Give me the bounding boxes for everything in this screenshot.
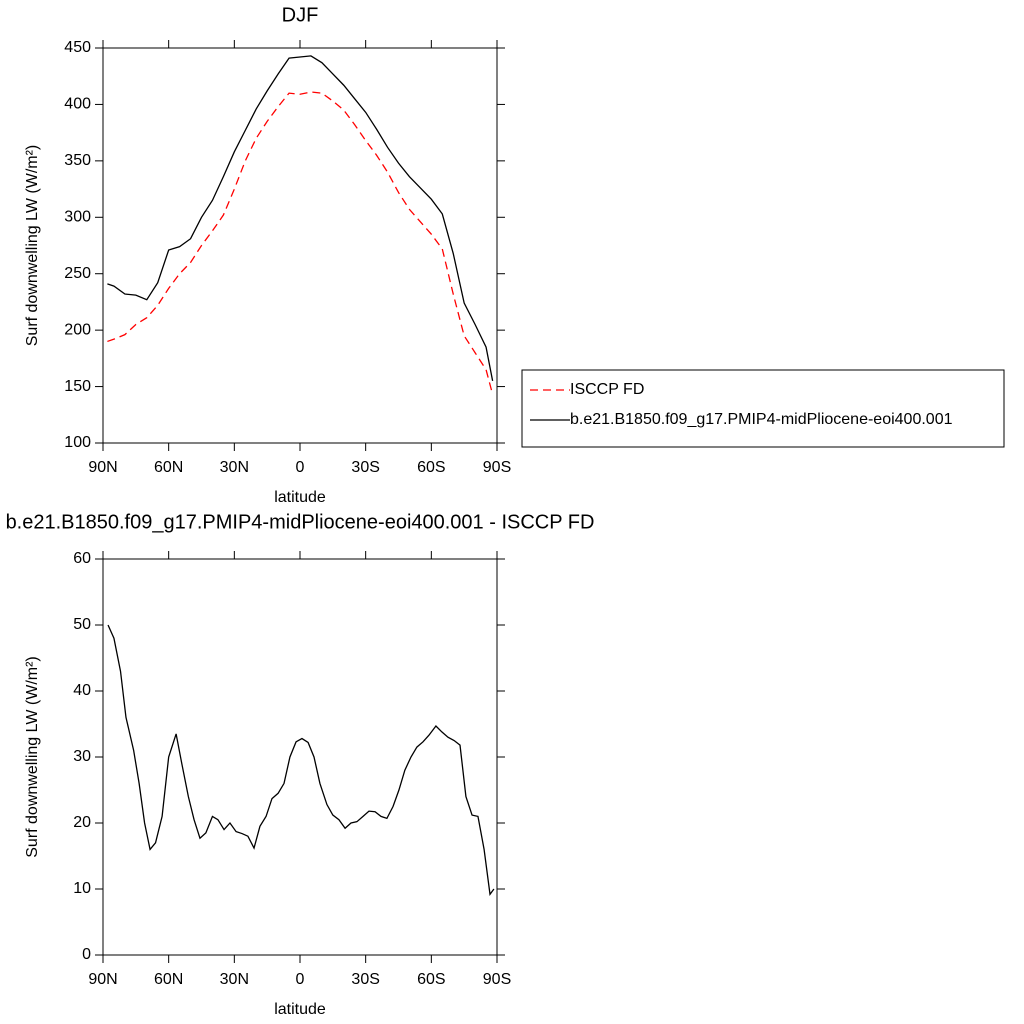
line-series [107,624,495,896]
plot-frame [102,47,498,444]
y-tick-label: 0 [82,946,91,963]
x-axis-label: latitude [274,1001,326,1018]
y-tick-label: 60 [73,550,91,567]
y-tick-label: 30 [73,748,91,765]
legend-label: b.e21.B1850.f09_g17.PMIP4-midPliocene-eo… [570,411,953,428]
x-tick-label: 90S [483,971,511,988]
legend-frame [521,369,1005,448]
y-tick-label: 20 [73,814,91,831]
plot-frame [102,558,498,956]
x-tick-label: 30N [220,459,249,476]
y-tick-label: 200 [64,321,91,338]
y-axis-label: Surf downwelling LW (W/m²) [24,656,41,858]
y-tick-label: 50 [73,616,91,633]
legend-label: ISCCP FD [570,381,644,398]
x-tick-label: 30N [220,971,249,988]
y-tick-label: 10 [73,880,91,897]
x-tick-label: 60N [154,459,183,476]
x-tick-label: 60S [417,971,445,988]
x-tick-label: 30S [351,459,379,476]
x-tick-label: 30S [351,971,379,988]
y-tick-label: 150 [64,378,91,395]
y-tick-label: 450 [64,39,91,56]
y-tick-label: 100 [64,434,91,451]
line-series [107,91,494,395]
y-tick-label: 350 [64,152,91,169]
x-tick-label: 90N [88,459,117,476]
legend: ISCCP FD b.e21.B1850.f09_g17.PMIP4-midPli… [521,369,1005,448]
x-tick-label: 60S [417,459,445,476]
x-tick-label: 90N [88,971,117,988]
x-tick-label: 90S [483,459,511,476]
x-tick-label: 0 [296,459,305,476]
line-series [107,55,494,382]
y-tick-label: 40 [73,682,91,699]
y-tick-label: 300 [64,209,91,226]
y-tick-label: 400 [64,96,91,113]
x-tick-label: 60N [154,971,183,988]
chart-title: b.e21.B1850.f09_g17.PMIP4-midPliocene-eo… [6,511,595,533]
chart-title: DJF [282,4,319,26]
y-tick-label: 250 [64,265,91,282]
x-axis-label: latitude [274,489,326,506]
x-tick-label: 0 [296,971,305,988]
y-axis-label: Surf downwelling LW (W/m²) [24,145,41,347]
